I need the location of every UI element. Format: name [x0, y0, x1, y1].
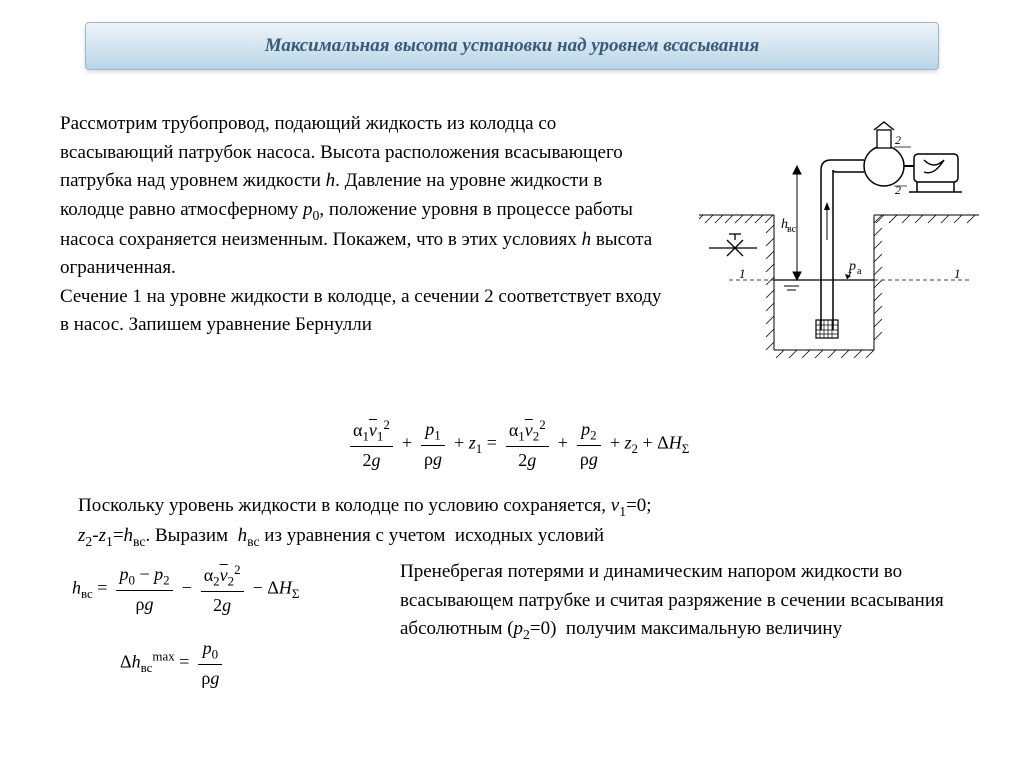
hvs-equation: hвс = p0 − p2ρg − α2v222g − ΔHΣ — [72, 560, 299, 619]
conclusion-paragraph: Пренебрегая потерями и динамическим напо… — [400, 558, 970, 645]
bernoulli-equation: α1v122g + p1ρg + z1 = α1v222g + p2ρg + z… — [350, 415, 689, 474]
pump-suction-diagram: h вс p а 1 1 2 2 — [699, 120, 979, 380]
derivation-paragraph: Поскольку уровень жидкости в колодце по … — [78, 492, 958, 553]
diagram-section-1-left: 1 — [739, 266, 746, 281]
diagram-section-2a: 2 — [895, 133, 901, 147]
page-title: Максимальная высота установки над уровне… — [265, 35, 760, 57]
title-banner: Максимальная высота установки над уровне… — [85, 22, 939, 70]
diagram-h-sub: вс — [787, 224, 797, 235]
diagram-section-2b: 2 — [895, 183, 901, 197]
diagram-p-sub: а — [857, 266, 862, 277]
diagram-section-1-right: 1 — [954, 266, 961, 281]
diagram-p-label: p — [848, 259, 856, 274]
hvs-max-equation: Δhвсmax = p0ρg — [120, 635, 222, 692]
intro-paragraph: Рассмотрим трубопровод, подающий жидкост… — [60, 110, 670, 340]
